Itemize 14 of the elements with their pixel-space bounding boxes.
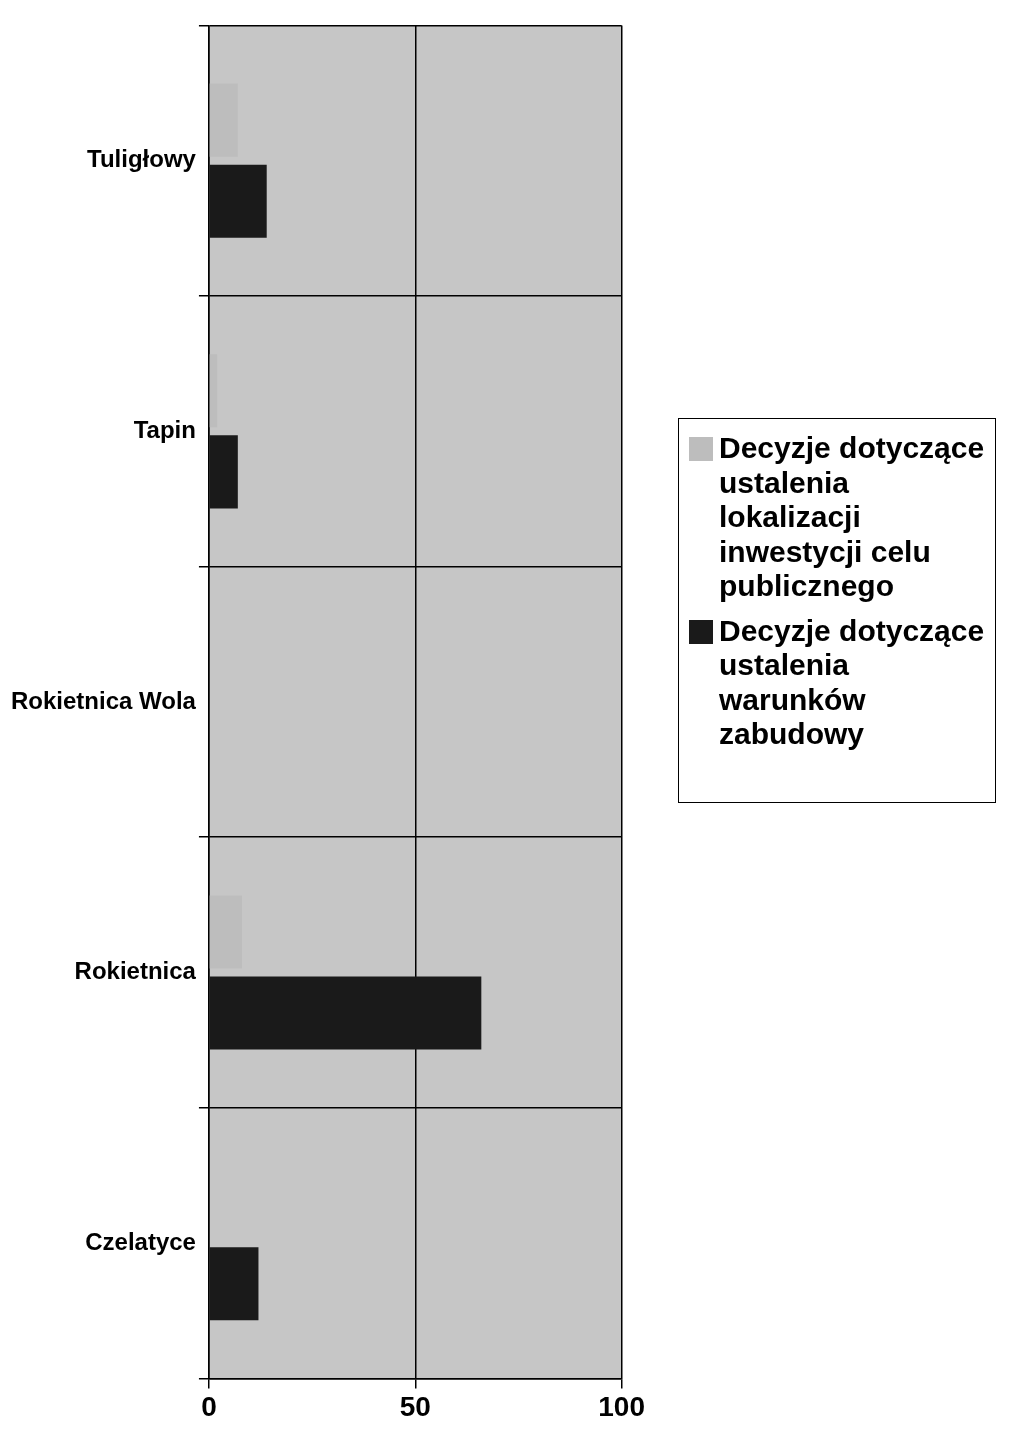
x-tick-label: 50 <box>399 1390 431 1422</box>
x-tick-label: 100 <box>598 1390 645 1422</box>
bar <box>209 976 482 1050</box>
y-tick-label: Tapin <box>133 415 196 443</box>
x-tick-label: 0 <box>201 1390 217 1422</box>
y-tick-label: Tuligłowy <box>87 145 197 173</box>
y-tick-label: Czelatyce <box>85 1227 196 1255</box>
bar <box>209 1247 259 1321</box>
legend-label: Decyzje dotyczące ustalenia warunków zabudowy <box>719 613 986 752</box>
bar <box>209 435 238 509</box>
y-tick-label: Rokietnica <box>74 957 197 985</box>
legend-label: Decyzje dotyczące ustalenia lokalizacji inwestycji celu publicznego <box>719 431 986 604</box>
y-tick-label: Rokietnica Wola <box>11 686 197 714</box>
bar <box>209 164 267 238</box>
